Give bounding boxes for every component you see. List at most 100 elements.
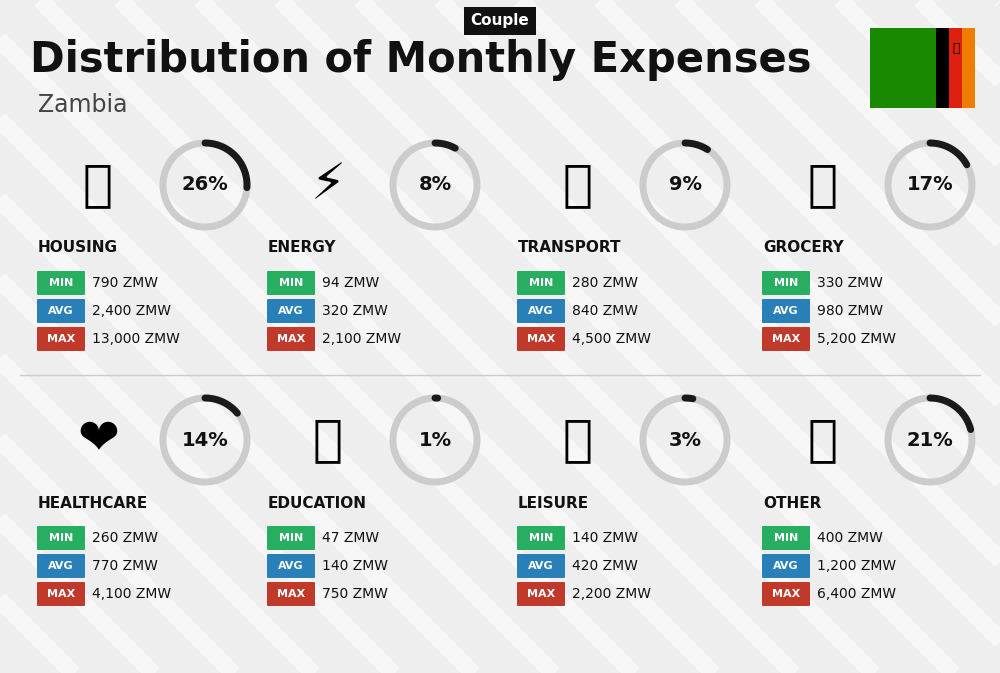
Text: MAX: MAX: [527, 589, 555, 599]
Text: 330 ZMW: 330 ZMW: [817, 276, 883, 290]
Text: 2,100 ZMW: 2,100 ZMW: [322, 332, 401, 346]
Text: 🚌: 🚌: [563, 161, 593, 209]
Text: 13,000 ZMW: 13,000 ZMW: [92, 332, 180, 346]
Text: 260 ZMW: 260 ZMW: [92, 531, 158, 545]
Text: 2,400 ZMW: 2,400 ZMW: [92, 304, 171, 318]
Text: HEALTHCARE: HEALTHCARE: [38, 495, 148, 511]
Bar: [949, 28, 962, 108]
Text: Couple: Couple: [471, 13, 529, 28]
Text: 🎓: 🎓: [313, 416, 343, 464]
Text: MAX: MAX: [277, 334, 305, 344]
Text: MIN: MIN: [774, 278, 798, 288]
Text: AVG: AVG: [773, 306, 799, 316]
Text: 840 ZMW: 840 ZMW: [572, 304, 638, 318]
FancyBboxPatch shape: [762, 299, 810, 323]
Text: AVG: AVG: [528, 306, 554, 316]
FancyBboxPatch shape: [267, 582, 315, 606]
FancyBboxPatch shape: [517, 582, 565, 606]
Text: 14%: 14%: [182, 431, 228, 450]
Text: 790 ZMW: 790 ZMW: [92, 276, 158, 290]
FancyBboxPatch shape: [517, 327, 565, 351]
Text: LEISURE: LEISURE: [518, 495, 589, 511]
Text: MAX: MAX: [47, 334, 75, 344]
Text: 280 ZMW: 280 ZMW: [572, 276, 638, 290]
Text: 94 ZMW: 94 ZMW: [322, 276, 379, 290]
Text: 1,200 ZMW: 1,200 ZMW: [817, 559, 896, 573]
FancyBboxPatch shape: [37, 526, 85, 550]
Text: 6,400 ZMW: 6,400 ZMW: [817, 587, 896, 601]
Text: Zambia: Zambia: [38, 93, 128, 117]
Text: 17%: 17%: [907, 176, 953, 194]
Text: 9%: 9%: [668, 176, 702, 194]
Text: ENERGY: ENERGY: [268, 240, 336, 256]
Text: 980 ZMW: 980 ZMW: [817, 304, 883, 318]
Text: MIN: MIN: [529, 533, 553, 543]
Text: 🛒: 🛒: [808, 161, 838, 209]
FancyBboxPatch shape: [267, 299, 315, 323]
FancyBboxPatch shape: [762, 327, 810, 351]
Text: 26%: 26%: [182, 176, 228, 194]
FancyBboxPatch shape: [37, 554, 85, 578]
Text: AVG: AVG: [48, 306, 74, 316]
Text: 750 ZMW: 750 ZMW: [322, 587, 388, 601]
Text: 5,200 ZMW: 5,200 ZMW: [817, 332, 896, 346]
FancyBboxPatch shape: [37, 299, 85, 323]
Bar: [936, 28, 949, 108]
Text: MAX: MAX: [277, 589, 305, 599]
FancyBboxPatch shape: [762, 554, 810, 578]
FancyBboxPatch shape: [762, 582, 810, 606]
Text: AVG: AVG: [278, 561, 304, 571]
Text: MIN: MIN: [49, 278, 73, 288]
Text: 👜: 👜: [808, 416, 838, 464]
Text: MAX: MAX: [527, 334, 555, 344]
FancyBboxPatch shape: [267, 327, 315, 351]
Text: MIN: MIN: [774, 533, 798, 543]
Text: MAX: MAX: [772, 334, 800, 344]
FancyBboxPatch shape: [762, 271, 810, 295]
Text: MIN: MIN: [279, 278, 303, 288]
FancyBboxPatch shape: [267, 271, 315, 295]
Text: MIN: MIN: [279, 533, 303, 543]
Text: 21%: 21%: [907, 431, 953, 450]
Text: 2,200 ZMW: 2,200 ZMW: [572, 587, 651, 601]
FancyBboxPatch shape: [517, 271, 565, 295]
Text: 🛍: 🛍: [563, 416, 593, 464]
FancyBboxPatch shape: [37, 327, 85, 351]
FancyBboxPatch shape: [517, 299, 565, 323]
Text: AVG: AVG: [773, 561, 799, 571]
Text: 🏢: 🏢: [83, 161, 113, 209]
Text: OTHER: OTHER: [763, 495, 821, 511]
Text: MAX: MAX: [772, 589, 800, 599]
FancyBboxPatch shape: [37, 271, 85, 295]
Text: ❤: ❤: [77, 416, 119, 464]
Text: TRANSPORT: TRANSPORT: [518, 240, 622, 256]
Text: Distribution of Monthly Expenses: Distribution of Monthly Expenses: [30, 39, 812, 81]
Text: 400 ZMW: 400 ZMW: [817, 531, 883, 545]
Text: 3%: 3%: [668, 431, 702, 450]
FancyBboxPatch shape: [267, 554, 315, 578]
Text: AVG: AVG: [278, 306, 304, 316]
FancyBboxPatch shape: [267, 526, 315, 550]
Text: 140 ZMW: 140 ZMW: [572, 531, 638, 545]
FancyBboxPatch shape: [762, 526, 810, 550]
Text: 420 ZMW: 420 ZMW: [572, 559, 638, 573]
Text: 8%: 8%: [418, 176, 452, 194]
Text: HOUSING: HOUSING: [38, 240, 118, 256]
Text: 770 ZMW: 770 ZMW: [92, 559, 158, 573]
FancyBboxPatch shape: [37, 582, 85, 606]
Text: EDUCATION: EDUCATION: [268, 495, 367, 511]
Text: 140 ZMW: 140 ZMW: [322, 559, 388, 573]
Text: 4,100 ZMW: 4,100 ZMW: [92, 587, 171, 601]
Text: 1%: 1%: [418, 431, 452, 450]
Text: 🦅: 🦅: [952, 42, 960, 55]
Text: AVG: AVG: [48, 561, 74, 571]
Text: GROCERY: GROCERY: [763, 240, 844, 256]
FancyBboxPatch shape: [517, 526, 565, 550]
Text: AVG: AVG: [528, 561, 554, 571]
Text: 320 ZMW: 320 ZMW: [322, 304, 388, 318]
Text: MIN: MIN: [529, 278, 553, 288]
Text: 4,500 ZMW: 4,500 ZMW: [572, 332, 651, 346]
Text: ⚡: ⚡: [310, 161, 346, 209]
Bar: [870, 28, 975, 108]
Text: MAX: MAX: [47, 589, 75, 599]
